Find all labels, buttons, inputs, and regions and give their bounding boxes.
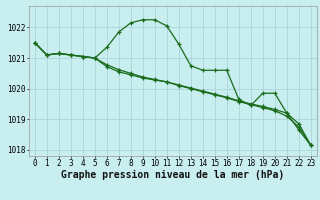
X-axis label: Graphe pression niveau de la mer (hPa): Graphe pression niveau de la mer (hPa) bbox=[61, 170, 284, 180]
